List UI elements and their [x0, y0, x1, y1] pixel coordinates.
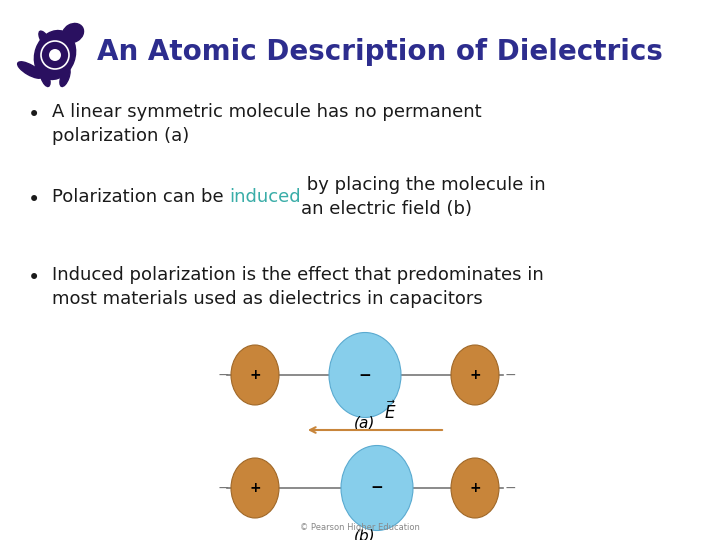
Ellipse shape: [341, 446, 413, 530]
Ellipse shape: [40, 68, 50, 86]
Text: +: +: [469, 368, 481, 382]
Text: A linear symmetric molecule has no permanent
polarization (a): A linear symmetric molecule has no perma…: [52, 103, 482, 145]
Ellipse shape: [451, 345, 499, 405]
Ellipse shape: [63, 23, 84, 43]
Ellipse shape: [39, 31, 51, 49]
Text: $\vec{E}$: $\vec{E}$: [384, 401, 396, 423]
Text: −: −: [217, 481, 229, 495]
Text: +: +: [249, 481, 261, 495]
Text: Induced polarization is the effect that predominates in
most materials used as d: Induced polarization is the effect that …: [52, 266, 544, 308]
Text: +: +: [469, 481, 481, 495]
Ellipse shape: [35, 31, 76, 79]
Text: −: −: [359, 368, 372, 382]
Text: •: •: [28, 105, 40, 125]
Text: •: •: [28, 190, 40, 210]
Text: (a): (a): [354, 415, 376, 430]
Ellipse shape: [59, 28, 71, 46]
Text: © Pearson Higher Education: © Pearson Higher Education: [300, 523, 420, 532]
Text: •: •: [28, 268, 40, 288]
Text: induced: induced: [230, 188, 301, 206]
Circle shape: [49, 49, 61, 61]
Ellipse shape: [329, 333, 401, 417]
Text: An Atomic Description of Dielectrics: An Atomic Description of Dielectrics: [97, 38, 663, 66]
Ellipse shape: [231, 345, 279, 405]
Ellipse shape: [17, 62, 42, 78]
Ellipse shape: [451, 458, 499, 518]
Text: Polarization can be: Polarization can be: [52, 188, 230, 206]
Ellipse shape: [231, 458, 279, 518]
Text: −: −: [217, 368, 229, 382]
Text: −: −: [371, 481, 383, 496]
Ellipse shape: [60, 68, 70, 86]
Text: (b): (b): [354, 529, 376, 540]
Text: −: −: [504, 368, 516, 382]
Text: by placing the molecule in
an electric field (b): by placing the molecule in an electric f…: [301, 176, 546, 218]
Text: −: −: [504, 481, 516, 495]
Text: +: +: [249, 368, 261, 382]
